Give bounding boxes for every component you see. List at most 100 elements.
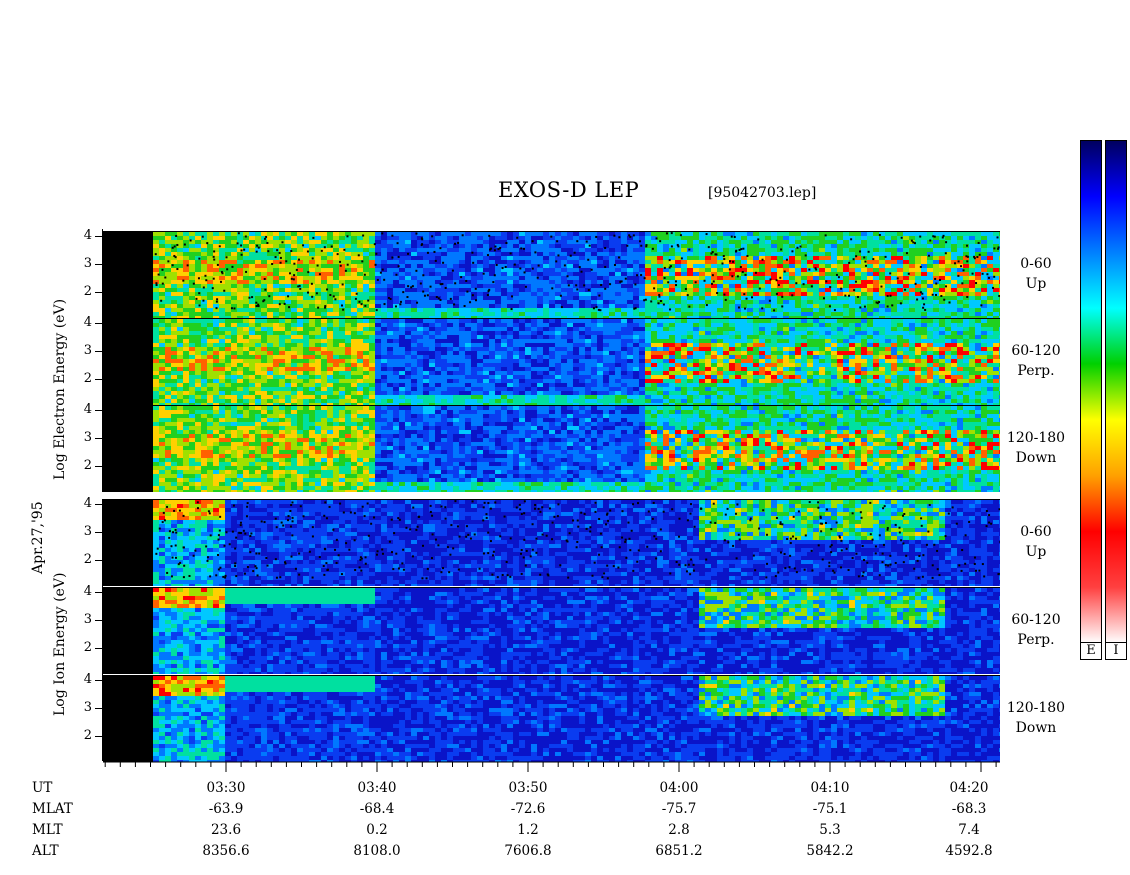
- y-tick-label: 4: [83, 228, 92, 243]
- y-tick-label: 2: [83, 552, 92, 567]
- y-tick-label: 3: [83, 524, 92, 539]
- panel-border: [103, 587, 1000, 588]
- ion-panel-1: [103, 500, 1000, 586]
- y-tick-label: 4: [83, 584, 92, 599]
- time-axis: [103, 761, 1000, 772]
- axis-value-alt: 8108.0: [353, 843, 401, 859]
- axis-value-ut: 04:10: [810, 780, 850, 796]
- axis-value-mlt: 2.8: [668, 822, 690, 838]
- y-tick-mark: [95, 620, 103, 621]
- y-tick-label: 4: [83, 496, 92, 511]
- data-gap: [103, 588, 153, 674]
- data-gap: [103, 319, 153, 405]
- y-tick-label: 2: [83, 728, 92, 743]
- panel-label-angle: 120-180: [1006, 430, 1066, 446]
- panel-label-angle: 120-180: [1006, 700, 1066, 716]
- axis-value-alt: 4592.8: [945, 843, 993, 859]
- ion-ylabel: Log Ion Energy (eV): [52, 572, 68, 716]
- axis-value-ut: 04:00: [659, 780, 699, 796]
- y-tick-label: 2: [83, 458, 92, 473]
- panel-label-angle: 60-120: [1011, 343, 1061, 359]
- y-tick-label: 3: [83, 700, 92, 715]
- panel-label: 0-60 Up: [1001, 522, 1071, 562]
- y-tick-mark: [95, 532, 103, 533]
- y-tick-label: 3: [83, 430, 92, 445]
- axis-value-ut: 03:30: [206, 780, 246, 796]
- axis-value-mlt: 0.2: [366, 822, 388, 838]
- axis-value-mlat: -75.7: [661, 801, 697, 817]
- y-tick-mark: [95, 438, 103, 439]
- axis-row-label-mlat: MLAT: [32, 801, 73, 817]
- axis-value-alt: 7606.8: [504, 843, 552, 859]
- y-tick-mark: [95, 323, 103, 324]
- y-tick-label: 3: [83, 343, 92, 358]
- panel-label: 60-120 Perp.: [1001, 341, 1071, 381]
- axis-row-label-alt: ALT: [32, 843, 59, 859]
- panel-label-direction: Up: [1025, 276, 1047, 292]
- axis-value-mlat: -75.1: [812, 801, 848, 817]
- y-tick-mark: [95, 351, 103, 352]
- axis-value-ut: 03:50: [508, 780, 548, 796]
- ion-panel-3: [103, 676, 1000, 762]
- panel-label: 120-180 Down: [1001, 428, 1071, 468]
- axis-value-mlat: -63.9: [208, 801, 244, 817]
- y-tick-mark: [95, 504, 103, 505]
- axis-value-mlt: 5.3: [819, 822, 841, 838]
- panel-border: [103, 675, 1000, 676]
- y-tick-label: 4: [83, 315, 92, 330]
- panel-border: [103, 405, 1000, 406]
- panel-label-angle: 0-60: [1020, 256, 1052, 272]
- separator-band: [98, 492, 1002, 499]
- y-tick-label: 3: [83, 256, 92, 271]
- axis-value-alt: 5842.2: [806, 843, 854, 859]
- y-tick-label: 4: [83, 672, 92, 687]
- panel-label-angle: 0-60: [1020, 524, 1052, 540]
- y-tick-mark: [95, 410, 103, 411]
- y-tick-label: 2: [83, 640, 92, 655]
- panel-label: 0-60 Up: [1001, 254, 1071, 294]
- y-tick-mark: [95, 592, 103, 593]
- axis-row-label-ut: UT: [32, 780, 53, 796]
- axis-value-ut: 03:40: [357, 780, 397, 796]
- colorbar-electron: [1080, 140, 1102, 644]
- panel-label-direction: Down: [1015, 450, 1057, 466]
- panel-label-direction: Down: [1015, 720, 1057, 736]
- panel-label-angle: 60-120: [1011, 612, 1061, 628]
- ion-panel-2: [103, 588, 1000, 674]
- colorbar-ion: [1105, 140, 1127, 644]
- panel-border: [103, 318, 1000, 319]
- electron-panel-3: [103, 406, 1000, 492]
- y-tick-mark: [95, 292, 103, 293]
- data-gap: [103, 406, 153, 492]
- date-label: Apr.27,'95: [30, 501, 46, 574]
- panel-label-direction: Up: [1025, 544, 1047, 560]
- data-gap: [103, 500, 153, 586]
- colorbar-electron-label: E: [1080, 642, 1102, 660]
- chart-title: EXOS-D LEP: [498, 178, 640, 202]
- axis-value-alt: 6851.2: [655, 843, 703, 859]
- axis-value-mlat: -72.6: [510, 801, 546, 817]
- axis-value-mlat: -68.3: [951, 801, 987, 817]
- y-tick-mark: [95, 264, 103, 265]
- y-tick-mark: [95, 379, 103, 380]
- file-name: [95042703.lep]: [708, 185, 817, 201]
- y-tick-label: 4: [83, 402, 92, 417]
- panel-border: [103, 499, 1000, 500]
- panel-label: 120-180 Down: [1001, 698, 1071, 738]
- y-tick-mark: [95, 560, 103, 561]
- axis-value-mlat: -68.4: [359, 801, 395, 817]
- axis-value-mlt: 7.4: [958, 822, 980, 838]
- y-tick-label: 3: [83, 612, 92, 627]
- panel-label-direction: Perp.: [1017, 363, 1055, 379]
- y-tick-label: 2: [83, 284, 92, 299]
- y-tick-mark: [95, 648, 103, 649]
- y-tick-label: 2: [83, 371, 92, 386]
- axis-value-mlt: 23.6: [210, 822, 242, 838]
- data-gap: [103, 676, 153, 762]
- data-gap: [103, 232, 153, 318]
- colorbar-ion-label: I: [1105, 642, 1127, 660]
- y-tick-mark: [95, 736, 103, 737]
- panel-label: 60-120 Perp.: [1001, 610, 1071, 650]
- axis-value-alt: 8356.6: [202, 843, 250, 859]
- electron-panel-2: [103, 319, 1000, 405]
